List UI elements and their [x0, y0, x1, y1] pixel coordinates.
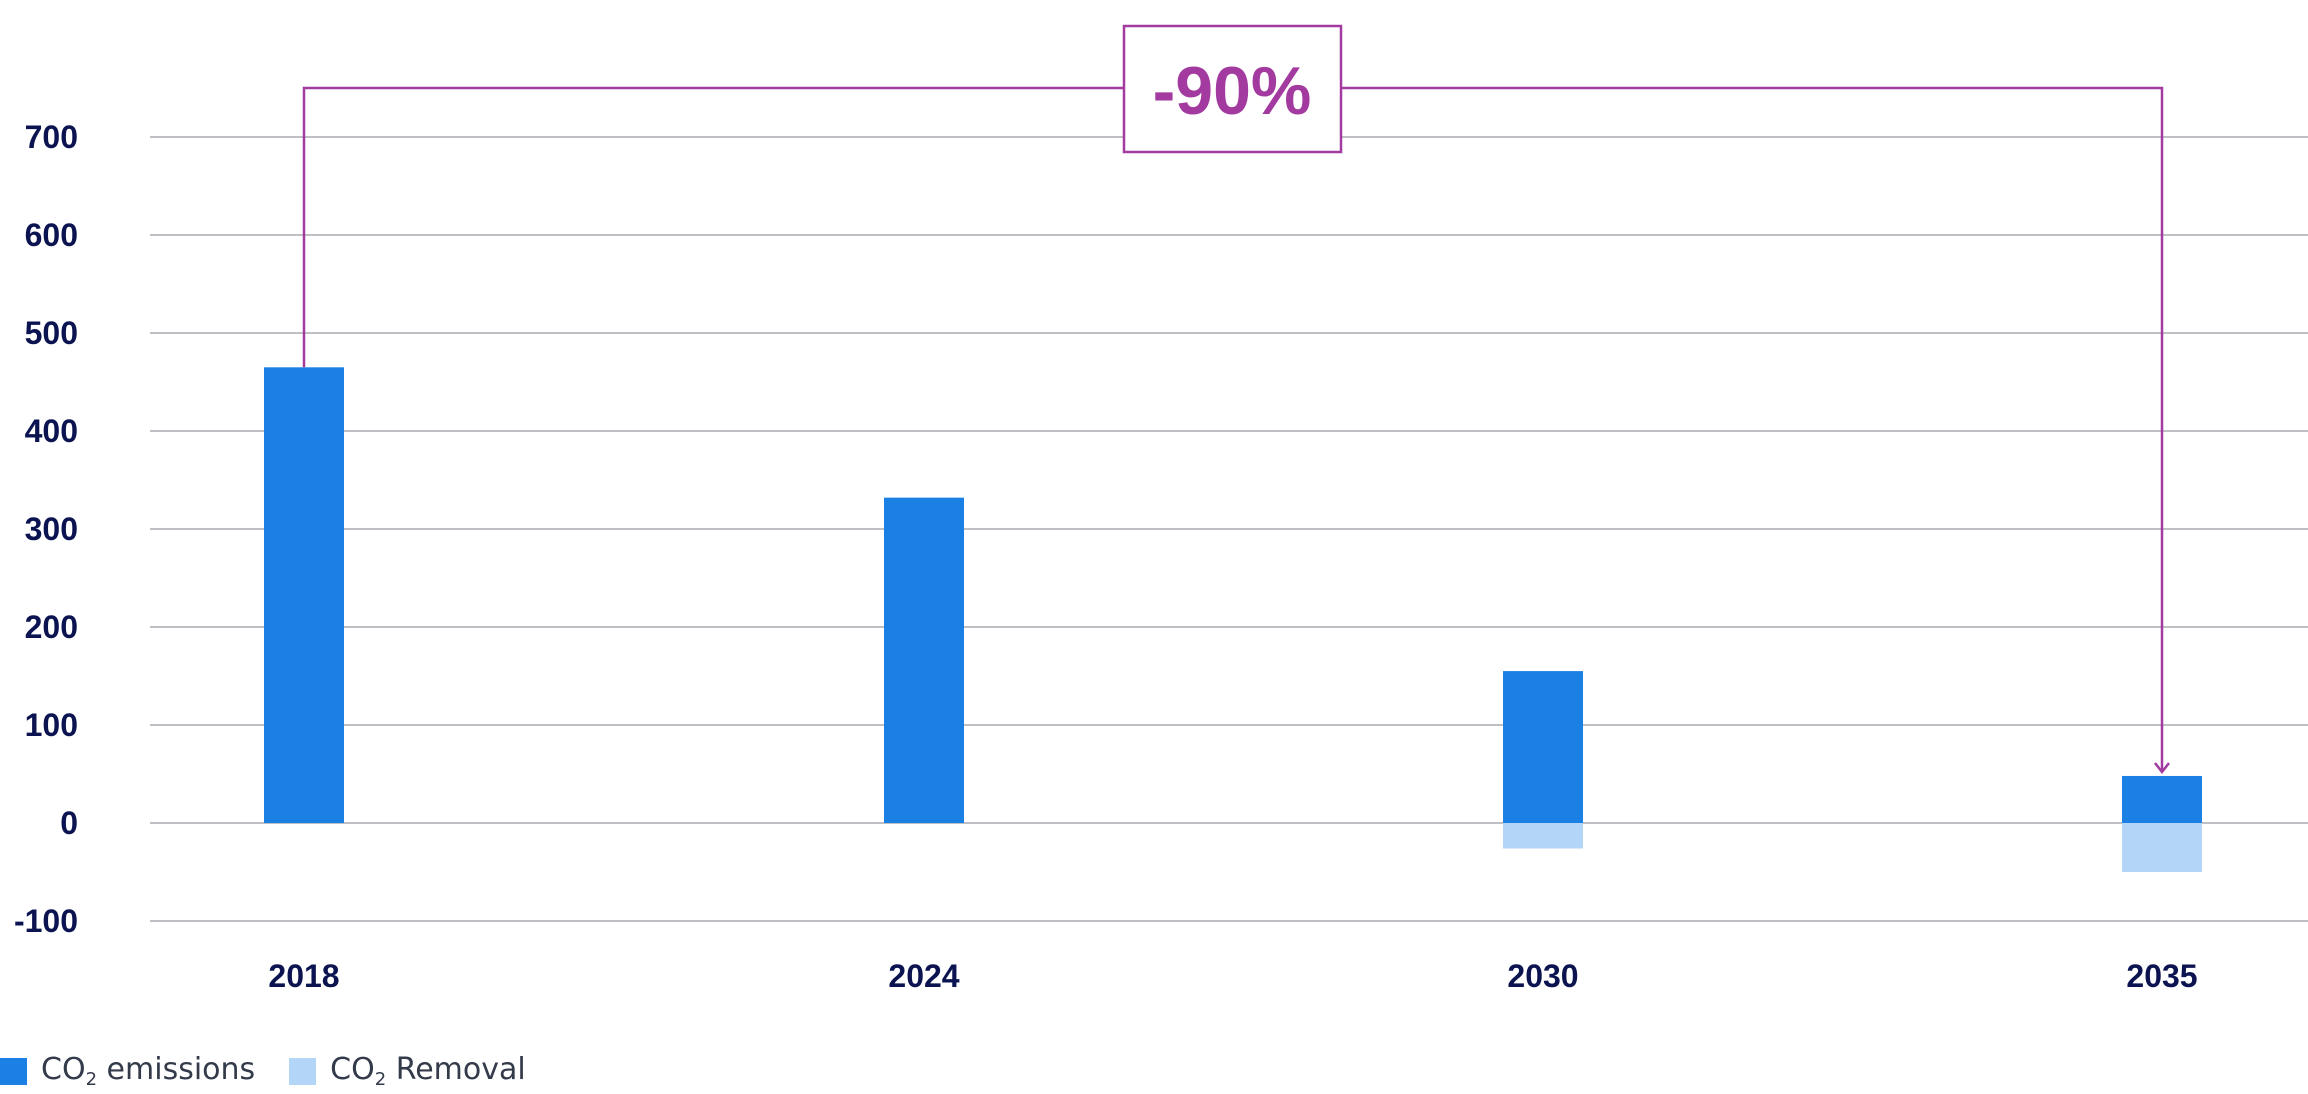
bars [264, 367, 2202, 872]
x-axis: 2018 2024 2030 2035 [268, 958, 2197, 994]
legend-swatch-removal [289, 1057, 317, 1085]
y-tick-label: 600 [25, 217, 78, 253]
bar-emissions [884, 497, 964, 823]
x-tick-label: 2018 [268, 958, 339, 994]
y-tick-label: 700 [25, 119, 78, 155]
bar-emissions [264, 367, 344, 823]
x-tick-label: 2030 [1507, 958, 1578, 994]
legend: CO2 emissions CO2 Removal [0, 1051, 560, 1091]
annotation-box [1122, 24, 1343, 154]
bar-removal [1503, 823, 1583, 849]
y-tick-label: -100 [14, 903, 78, 939]
reduction-annotation: -90% [302, 24, 2170, 774]
y-tick-label: 100 [25, 707, 78, 743]
legend-item-emissions: CO2 emissions [0, 1052, 255, 1090]
y-tick-label: 300 [25, 511, 78, 547]
legend-item-removal: CO2 Removal [289, 1052, 526, 1090]
y-tick-label: 200 [25, 609, 78, 645]
x-tick-label: 2035 [2126, 958, 2197, 994]
bar-emissions [1503, 671, 1583, 823]
bar-removal [2122, 823, 2202, 872]
y-tick-label: 500 [25, 315, 78, 351]
x-tick-label: 2024 [888, 958, 959, 994]
annotation-bracket [302, 86, 2164, 772]
y-axis: 700 600 500 400 300 200 100 0 -100 [14, 119, 78, 939]
annotation-arrowhead [2154, 762, 2170, 774]
annotation-label: -90% [1153, 53, 1312, 129]
legend-swatch-emissions [0, 1057, 27, 1085]
gridlines [150, 136, 2308, 922]
y-tick-label: 0 [60, 805, 78, 841]
legend-label-emissions: CO2 emissions [41, 1052, 256, 1090]
bar-emissions [2122, 775, 2202, 823]
legend-label-removal: CO2 Removal [330, 1052, 526, 1090]
y-tick-label: 400 [25, 413, 78, 449]
